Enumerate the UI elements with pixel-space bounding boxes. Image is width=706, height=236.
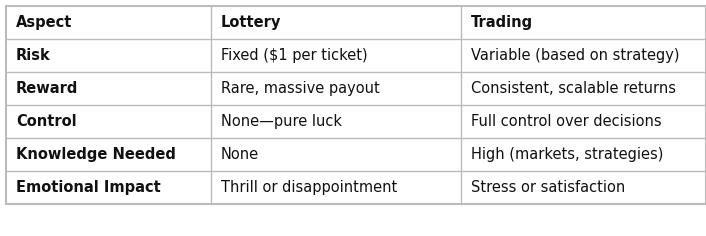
Text: Trading: Trading	[471, 15, 533, 30]
Text: Emotional Impact: Emotional Impact	[16, 180, 161, 195]
Text: Lottery: Lottery	[221, 15, 282, 30]
Text: None—pure luck: None—pure luck	[221, 114, 342, 129]
Text: Variable (based on strategy): Variable (based on strategy)	[471, 48, 679, 63]
Text: Thrill or disappointment: Thrill or disappointment	[221, 180, 397, 195]
Text: Aspect: Aspect	[16, 15, 73, 30]
Bar	[6, 6, 706, 204]
Text: Fixed ($1 per ticket): Fixed ($1 per ticket)	[221, 48, 368, 63]
Text: Reward: Reward	[16, 81, 78, 96]
Text: Full control over decisions: Full control over decisions	[471, 114, 662, 129]
Text: Knowledge Needed: Knowledge Needed	[16, 147, 176, 162]
Text: Consistent, scalable returns: Consistent, scalable returns	[471, 81, 676, 96]
Text: Rare, massive payout: Rare, massive payout	[221, 81, 380, 96]
Text: Stress or satisfaction: Stress or satisfaction	[471, 180, 626, 195]
Text: None: None	[221, 147, 259, 162]
Text: Control: Control	[16, 114, 77, 129]
Text: High (markets, strategies): High (markets, strategies)	[471, 147, 664, 162]
Text: Risk: Risk	[16, 48, 51, 63]
